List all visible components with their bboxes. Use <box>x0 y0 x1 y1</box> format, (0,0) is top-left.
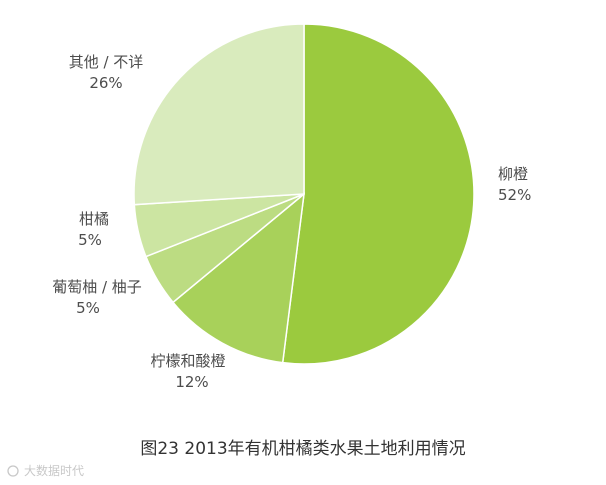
slice-label-oranges: 柳橙 <box>498 165 528 183</box>
slice-value-oranges: 52% <box>498 186 531 204</box>
slice-value-lemons: 12% <box>175 373 208 391</box>
legend-label-tangerines: 柑橘 5% <box>78 210 109 249</box>
pie-slice-lemons <box>171 192 305 364</box>
pie-slices <box>133 23 475 365</box>
slice-label-grapefruit: 葡萄柚 / 柚子 <box>52 278 142 296</box>
legend-label-grapefruit: 葡萄柚 / 柚子 5% <box>52 278 142 317</box>
legend-label-oranges: 柳橙 52% <box>498 165 531 204</box>
pie-slice-other <box>133 23 305 206</box>
slice-value-grapefruit: 5% <box>76 299 100 317</box>
watermark-text: 大数据时代 <box>24 463 84 478</box>
slice-label-other: 其他 / 不详 <box>69 53 144 71</box>
figure-caption: 图23 2013年有机柑橘类水果土地利用情况 <box>140 439 465 459</box>
legend-label-lemons: 柠檬和酸橙 12% <box>150 352 225 391</box>
slice-value-tangerines: 5% <box>78 231 102 249</box>
watermark: 大数据时代 <box>7 463 84 478</box>
slice-label-lemons: 柠檬和酸橙 <box>150 352 225 370</box>
slice-label-tangerines: 柑橘 <box>79 210 109 228</box>
watermark-logo-icon <box>7 465 19 477</box>
pie-slice-oranges <box>281 23 475 365</box>
legend-label-other: 其他 / 不详 26% <box>69 53 144 92</box>
slice-value-other: 26% <box>89 74 122 92</box>
